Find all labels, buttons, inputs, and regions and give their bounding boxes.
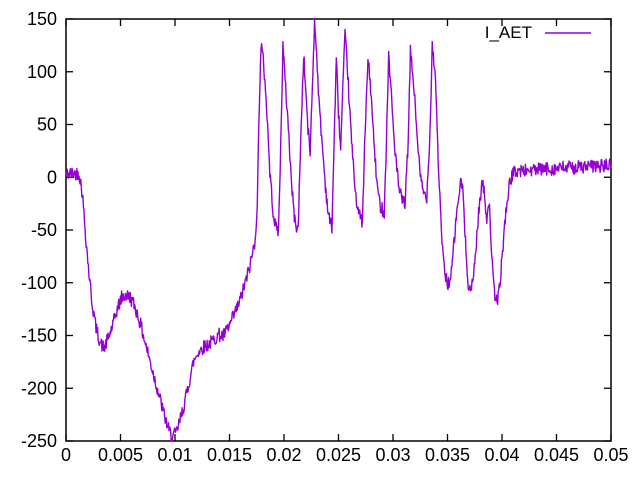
y-tick-label: 150 [27, 9, 57, 29]
x-tick-label: 0.035 [425, 445, 470, 465]
y-tick-label: 0 [47, 167, 57, 187]
x-tick-label: 0.03 [375, 445, 410, 465]
x-tick-label: 0.02 [266, 445, 301, 465]
x-tick-label: 0.05 [593, 445, 628, 465]
x-tick-label: 0.045 [534, 445, 579, 465]
y-tick-label: -200 [21, 378, 57, 398]
y-tick-label: -100 [21, 273, 57, 293]
x-tick-label: 0.005 [98, 445, 143, 465]
y-tick-label: -50 [31, 220, 57, 240]
legend-label: I_AET [484, 23, 532, 42]
series-line-I_AET [65, 18, 612, 442]
y-tick-label: -250 [21, 431, 57, 451]
legend-line-sample [545, 32, 591, 34]
plot-border [65, 18, 612, 442]
x-tick-label: 0.015 [207, 445, 252, 465]
y-tick-label: 100 [27, 62, 57, 82]
x-tick-label: 0.01 [157, 445, 192, 465]
legend: I_AET [485, 23, 591, 43]
x-tick-label: 0.04 [484, 445, 519, 465]
x-tick-label: 0.025 [316, 445, 361, 465]
x-tick-label: 0 [61, 445, 71, 465]
y-tick-label: -150 [21, 326, 57, 346]
y-tick-label: 50 [37, 115, 57, 135]
